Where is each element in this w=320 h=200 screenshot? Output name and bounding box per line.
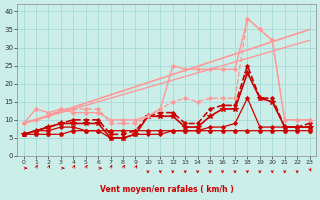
X-axis label: Vent moyen/en rafales ( km/h ): Vent moyen/en rafales ( km/h ) (100, 185, 234, 194)
